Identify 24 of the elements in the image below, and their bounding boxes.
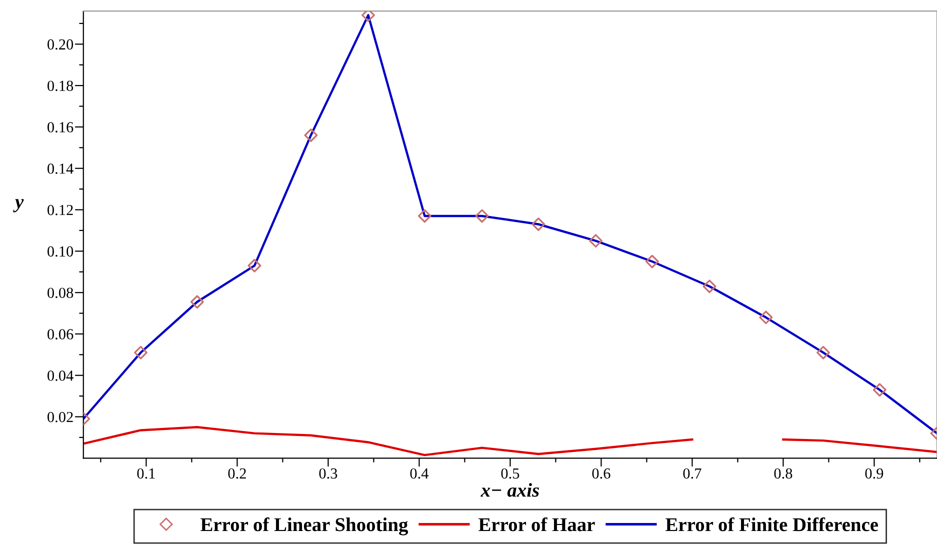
x-tick-label: 0.9 — [865, 468, 884, 479]
y-tick-label: 0.06 — [48, 329, 74, 340]
y-tick-label: 0.18 — [48, 80, 74, 92]
x-tick-label: 0.6 — [592, 468, 610, 479]
y-tick-label: 0.12 — [48, 204, 73, 216]
x-tick-label: 0.3 — [319, 468, 338, 479]
y-tick-label: 0.16 — [48, 122, 74, 132]
x-tick-label: 0.4 — [410, 468, 429, 479]
y-tick-label: 0.14 — [48, 164, 74, 174]
x-tick-label: 0.7 — [683, 468, 702, 479]
x-axis-title: x− axis — [480, 483, 539, 497]
x-tick-label: 0.8 — [774, 468, 792, 479]
legend-label: Error of Haar — [478, 517, 595, 532]
x-tick-label: 0.1 — [137, 468, 155, 479]
legend-label: Error of Linear Shooting — [200, 517, 408, 536]
y-tick-label: 0.02 — [48, 412, 73, 422]
x-tick-label: 0.5 — [501, 468, 520, 479]
x-tick-label: 0.2 — [228, 468, 246, 479]
y-tick-label: 0.10 — [48, 246, 74, 257]
y-tick-label: 0.08 — [48, 288, 74, 298]
y-axis-title: y — [13, 199, 24, 212]
y-tick-label: 0.04 — [48, 370, 74, 381]
y-tick-label: 0.20 — [48, 39, 74, 50]
legend-label: Error of Finite Difference — [666, 517, 878, 532]
